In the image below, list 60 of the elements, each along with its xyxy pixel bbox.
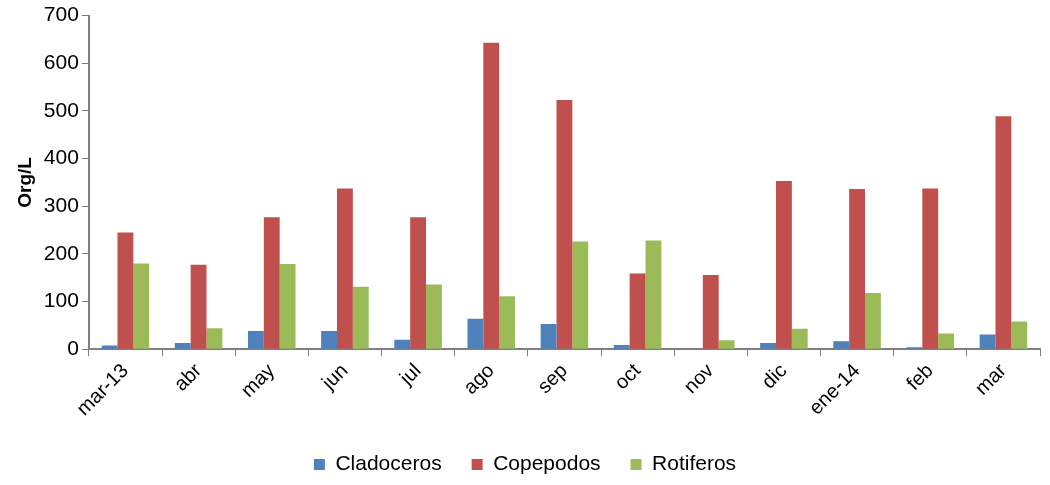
- x-tick-label: dic: [757, 358, 791, 393]
- bar: [540, 323, 557, 349]
- bar: [718, 340, 735, 349]
- bar: [865, 292, 881, 349]
- bar: [174, 343, 191, 349]
- x-tick-label: may: [236, 358, 279, 402]
- y-axis-title: Org/L: [13, 156, 35, 208]
- bar: [995, 116, 1012, 349]
- bar: [1011, 321, 1028, 349]
- bar: [247, 331, 264, 349]
- bar: [979, 334, 996, 349]
- bar: [133, 263, 150, 349]
- bar: [629, 273, 646, 349]
- x-tick-label: abr: [169, 358, 206, 395]
- legend-label: Cladoceros: [335, 451, 442, 475]
- bar: [483, 42, 500, 349]
- x-tick-label: jul: [394, 358, 425, 390]
- bar: [394, 339, 411, 349]
- x-tick-label: oct: [609, 358, 645, 394]
- bar: [190, 264, 207, 349]
- bar: [922, 188, 939, 349]
- x-tick-label: feb: [901, 358, 937, 395]
- y-tick-label: 200: [43, 240, 79, 264]
- bar: [775, 180, 792, 349]
- bar: [499, 296, 516, 349]
- bar: [263, 217, 280, 349]
- bar: [556, 99, 573, 349]
- bar: [467, 318, 484, 349]
- bar: [702, 274, 719, 349]
- x-tick-label: nov: [679, 358, 718, 398]
- x-tick-label: mar: [970, 358, 1011, 399]
- bar: [849, 189, 866, 349]
- bar: [279, 263, 296, 349]
- bar: [791, 328, 808, 349]
- bar: [760, 343, 776, 349]
- bar: [645, 240, 662, 349]
- x-tick-label: ago: [458, 358, 498, 399]
- bar: [117, 232, 134, 349]
- y-tick-label: 300: [43, 193, 79, 217]
- y-tick-label: 600: [43, 50, 79, 74]
- bar: [352, 286, 369, 349]
- y-tick-label: 100: [43, 288, 79, 312]
- bar: [321, 331, 337, 349]
- y-tick-label: 400: [43, 145, 79, 169]
- bar: [833, 341, 850, 349]
- legend-label: Rotiferos: [652, 451, 737, 475]
- y-tick-label: 700: [43, 2, 79, 26]
- bar: [410, 217, 427, 349]
- bar: [336, 188, 353, 349]
- x-tick-label: sep: [532, 358, 572, 398]
- bar: [938, 333, 955, 349]
- bar: [426, 284, 442, 349]
- bar: [206, 328, 223, 349]
- bar: [613, 344, 630, 349]
- y-tick-label: 500: [43, 97, 79, 121]
- y-tick-label: 0: [67, 336, 79, 360]
- legend-label: Copepodos: [493, 451, 601, 475]
- bar: [572, 241, 589, 349]
- x-tick-label: jun: [316, 358, 352, 395]
- bar: [101, 345, 118, 349]
